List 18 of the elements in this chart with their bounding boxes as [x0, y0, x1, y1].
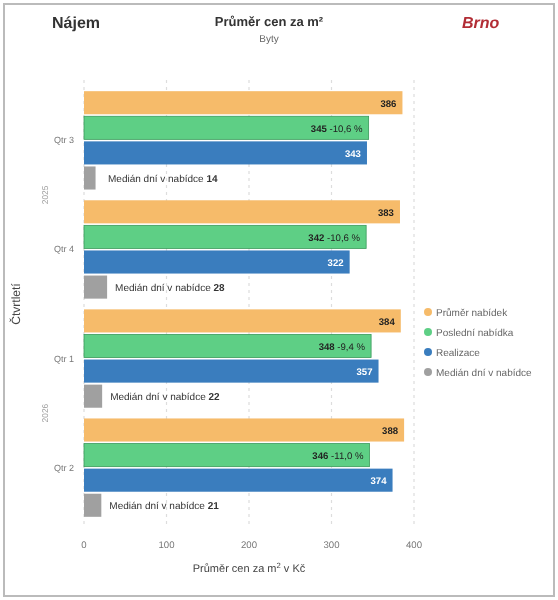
bar — [84, 91, 403, 115]
bar — [83, 224, 367, 249]
bar — [84, 275, 108, 299]
bar — [83, 443, 370, 468]
bar — [84, 468, 393, 492]
bar — [83, 334, 372, 358]
bar — [84, 141, 367, 165]
bar — [84, 359, 379, 383]
bar — [84, 250, 350, 274]
bar — [84, 166, 96, 190]
bar — [84, 418, 405, 442]
bar — [84, 493, 102, 517]
bar — [84, 200, 400, 224]
text: Nájem — [52, 14, 101, 32]
bar — [84, 384, 103, 408]
text: Brno — [462, 14, 500, 32]
bar — [84, 309, 401, 333]
bar — [83, 115, 370, 140]
